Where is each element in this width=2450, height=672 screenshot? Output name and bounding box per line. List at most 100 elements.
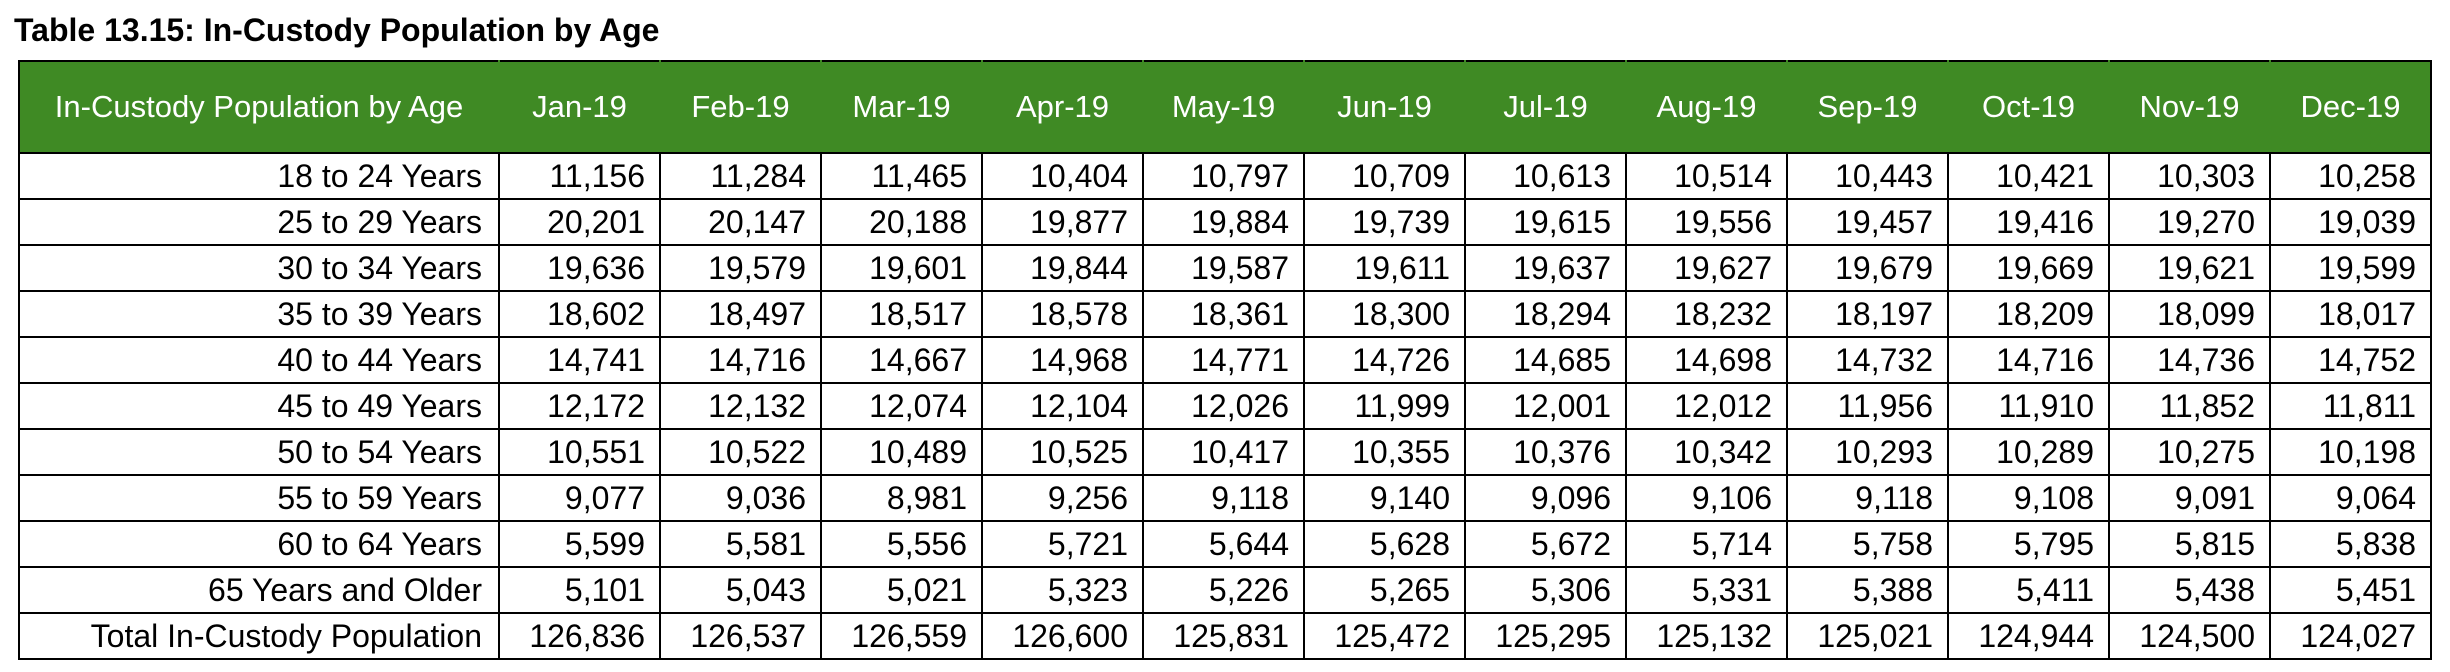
table-cell: 18,232 xyxy=(1625,290,1788,338)
table-row: 40 to 44 Years 14,741 14,716 14,667 14,968 14… xyxy=(18,336,2432,384)
table-cell: 5,644 xyxy=(1142,520,1305,568)
table-cell: 19,637 xyxy=(1464,244,1627,292)
table-cell: 10,303 xyxy=(2108,152,2271,200)
table-cell: 5,672 xyxy=(1464,520,1627,568)
table-row: 55 to 59 Years 9,077 9,036 8,981 9,256 9,118 9… xyxy=(18,474,2432,522)
table-cell: 14,716 xyxy=(659,336,822,384)
table-row: 35 to 39 Years 18,602 18,497 18,517 18,578 18… xyxy=(18,290,2432,338)
table-cell: 9,140 xyxy=(1303,474,1466,522)
table-row: 65 Years and Older 5,101 5,043 5,021 5,323 5,… xyxy=(18,566,2432,614)
table-cell: 10,275 xyxy=(2108,428,2271,476)
table-cell: 19,587 xyxy=(1142,244,1305,292)
table-title: Table 13.15: In-Custody Population by Ag… xyxy=(14,12,660,48)
row-label: 35 to 39 Years xyxy=(18,290,500,338)
column-header-month: Oct-19 xyxy=(1947,60,2110,154)
table-cell: 10,355 xyxy=(1303,428,1466,476)
table-cell: 10,417 xyxy=(1142,428,1305,476)
table-cell: 14,736 xyxy=(2108,336,2271,384)
table-cell: 12,012 xyxy=(1625,382,1788,430)
table-cell: 19,679 xyxy=(1786,244,1949,292)
table-cell: 5,021 xyxy=(820,566,983,614)
table-cell: 20,201 xyxy=(498,198,661,246)
table-cell: 12,026 xyxy=(1142,382,1305,430)
table-cell: 10,443 xyxy=(1786,152,1949,200)
table-cell: 18,300 xyxy=(1303,290,1466,338)
table-cell: 9,077 xyxy=(498,474,661,522)
table-cell: 14,732 xyxy=(1786,336,1949,384)
table-cell: 10,293 xyxy=(1786,428,1949,476)
table-cell: 5,581 xyxy=(659,520,822,568)
table-cell: 10,289 xyxy=(1947,428,2110,476)
table-cell: 5,388 xyxy=(1786,566,1949,614)
table-cell: 5,838 xyxy=(2269,520,2432,568)
row-label: 45 to 49 Years xyxy=(18,382,500,430)
table-cell: 14,685 xyxy=(1464,336,1627,384)
table-cell: 8,981 xyxy=(820,474,983,522)
table-cell: 19,636 xyxy=(498,244,661,292)
table-cell: 14,752 xyxy=(2269,336,2432,384)
table-cell: 19,739 xyxy=(1303,198,1466,246)
column-header-month: Dec-19 xyxy=(2269,60,2432,154)
table-cell: 10,342 xyxy=(1625,428,1788,476)
table-cell: 19,579 xyxy=(659,244,822,292)
table-cell: 9,108 xyxy=(1947,474,2110,522)
table-cell: 19,039 xyxy=(2269,198,2432,246)
row-label: 30 to 34 Years xyxy=(18,244,500,292)
column-header-month: May-19 xyxy=(1142,60,1305,154)
table-cell: 18,017 xyxy=(2269,290,2432,338)
table-cell: 14,968 xyxy=(981,336,1144,384)
table-cell: 10,551 xyxy=(498,428,661,476)
table-cell: 20,147 xyxy=(659,198,822,246)
table-cell: 5,721 xyxy=(981,520,1144,568)
corner-header: In-Custody Population by Age xyxy=(18,60,500,154)
table-cell: 11,284 xyxy=(659,152,822,200)
table-body: 18 to 24 Years 11,156 11,284 11,465 10,404 10… xyxy=(18,152,2432,660)
table-cell: 11,999 xyxy=(1303,382,1466,430)
table-cell: 9,064 xyxy=(2269,474,2432,522)
table-row: 25 to 29 Years 20,201 20,147 20,188 19,877 19… xyxy=(18,198,2432,246)
table-cell: 10,709 xyxy=(1303,152,1466,200)
table-cell: 18,517 xyxy=(820,290,983,338)
column-header-month: Aug-19 xyxy=(1625,60,1788,154)
row-label: 55 to 59 Years xyxy=(18,474,500,522)
table-cell: 5,411 xyxy=(1947,566,2110,614)
table-cell: 11,465 xyxy=(820,152,983,200)
table-cell: 19,627 xyxy=(1625,244,1788,292)
table-row: 30 to 34 Years 19,636 19,579 19,601 19,844 19… xyxy=(18,244,2432,292)
table-cell: 5,815 xyxy=(2108,520,2271,568)
table-cell: 18,294 xyxy=(1464,290,1627,338)
table-cell: 19,457 xyxy=(1786,198,1949,246)
table-row: 50 to 54 Years 10,551 10,522 10,489 10,525 10… xyxy=(18,428,2432,476)
table-cell: 125,021 xyxy=(1786,612,1949,660)
table-cell: 18,602 xyxy=(498,290,661,338)
table-row: 45 to 49 Years 12,172 12,132 12,074 12,104 12… xyxy=(18,382,2432,430)
table-cell: 9,096 xyxy=(1464,474,1627,522)
table-cell: 14,667 xyxy=(820,336,983,384)
table-cell: 124,944 xyxy=(1947,612,2110,660)
table-cell: 124,500 xyxy=(2108,612,2271,660)
table-cell: 18,209 xyxy=(1947,290,2110,338)
table-cell: 124,027 xyxy=(2269,612,2432,660)
table-cell: 5,331 xyxy=(1625,566,1788,614)
table-cell: 19,621 xyxy=(2108,244,2271,292)
row-label: 25 to 29 Years xyxy=(18,198,500,246)
table-cell: 10,198 xyxy=(2269,428,2432,476)
table-cell: 18,497 xyxy=(659,290,822,338)
table-cell: 19,416 xyxy=(1947,198,2110,246)
table-cell: 18,099 xyxy=(2108,290,2271,338)
table-cell: 9,118 xyxy=(1786,474,1949,522)
row-label: Total In-Custody Population xyxy=(18,612,500,660)
table-cell: 5,101 xyxy=(498,566,661,614)
table-cell: 10,613 xyxy=(1464,152,1627,200)
row-label: 60 to 64 Years xyxy=(18,520,500,568)
row-label: 65 Years and Older xyxy=(18,566,500,614)
table-cell: 9,106 xyxy=(1625,474,1788,522)
table-cell: 10,404 xyxy=(981,152,1144,200)
table-cell: 126,537 xyxy=(659,612,822,660)
column-header-month: Mar-19 xyxy=(820,60,983,154)
table-cell: 5,599 xyxy=(498,520,661,568)
table-cell: 14,771 xyxy=(1142,336,1305,384)
table-cell: 9,256 xyxy=(981,474,1144,522)
table-cell: 11,811 xyxy=(2269,382,2432,430)
table-cell: 14,716 xyxy=(1947,336,2110,384)
